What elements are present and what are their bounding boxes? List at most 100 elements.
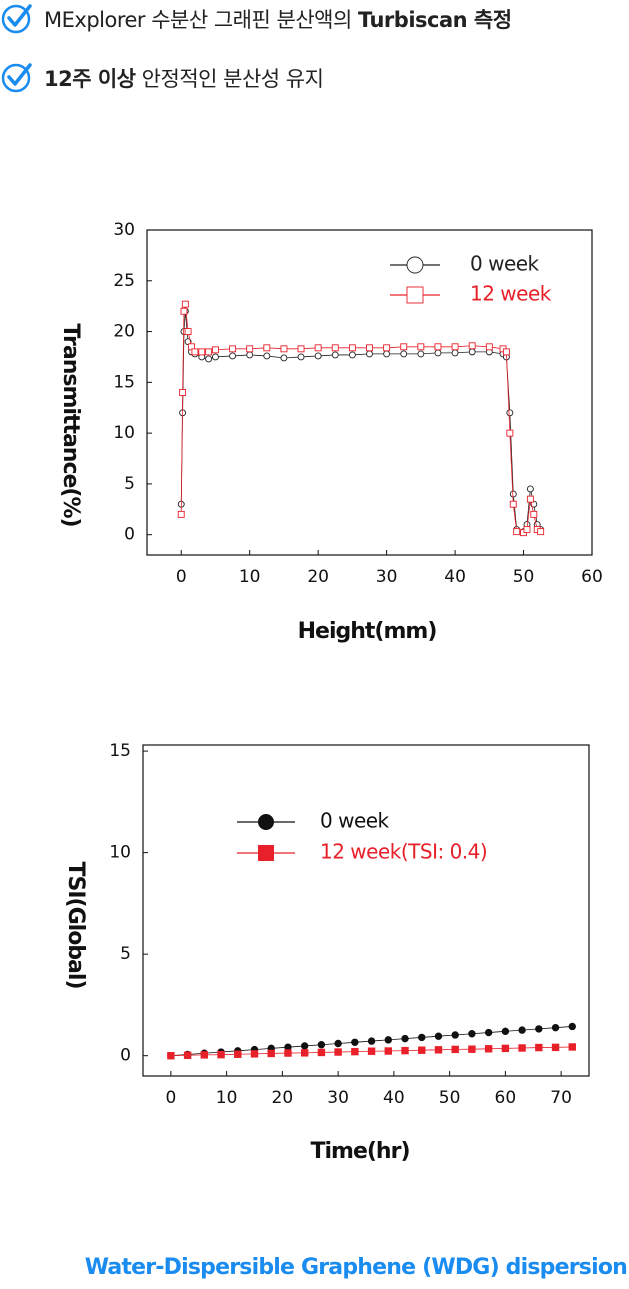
marker [468,348,476,356]
marker [400,343,408,351]
marker [384,1036,392,1044]
marker [351,1038,359,1046]
marker [468,1030,476,1038]
marker [568,1043,576,1051]
y-tick-label: 10 [109,843,131,863]
marker [400,350,408,358]
x-tick-label: 50 [513,567,535,587]
x-tick-label: 30 [376,567,398,587]
check-icon [1,63,32,93]
marker [526,485,534,493]
marker [518,1026,526,1034]
x-tick-label: 60 [581,567,603,587]
marker [348,351,356,359]
marker [406,256,424,274]
marker [383,350,391,358]
marker [484,1028,493,1037]
marker [401,1046,409,1055]
marker [258,814,274,830]
marker [212,346,219,354]
plot-frame [142,744,590,1077]
check-icon [1,4,32,34]
marker [229,345,237,353]
marker [179,389,187,396]
bullet: 12주 이상 안정적인 분산성 유지 [0,61,324,95]
bullet: MExplorer 수분산 그래핀 분산액의 Turbiscan 측정 [0,2,512,36]
marker [451,1031,459,1039]
marker [384,1047,393,1055]
marker [250,1050,259,1058]
marker [334,1039,342,1048]
marker [263,344,271,352]
legend-label: 0 week [320,809,390,833]
x-tick-label: 0 [165,1088,176,1108]
marker [184,328,192,336]
marker [229,352,237,360]
y-axis-title: TSI(Global) [63,862,88,989]
x-tick-label: 60 [495,1088,517,1108]
marker [451,1045,459,1054]
x-tick-label: 40 [383,1088,405,1108]
marker [434,349,442,357]
marker [180,307,188,315]
marker [280,345,288,353]
marker [334,1048,342,1056]
marker [317,1048,326,1057]
marker [217,1050,225,1059]
bullet-text: Turbiscan 측정 [357,8,512,32]
marker [263,352,271,360]
marker [351,1047,359,1056]
marker [551,1043,560,1052]
marker [513,528,521,536]
marker [434,1032,443,1040]
marker [523,526,531,534]
bullet-text: MExplorer 수분산 그래핀 분산액의 [44,8,358,32]
marker [205,355,213,363]
marker [401,1034,409,1043]
marker [506,409,514,417]
y-axis-title: Transmittance(%) [58,323,83,526]
marker [234,1050,242,1058]
y-tick-label: 30 [113,220,135,240]
marker [434,343,442,351]
marker [300,1042,309,1050]
x-tick-label: 70 [550,1088,572,1108]
marker [267,1049,275,1058]
marker [297,353,305,361]
marker [451,343,459,351]
marker [297,345,305,353]
y-tick-label: 10 [113,423,135,443]
marker [181,300,189,308]
x-tick-label: 20 [307,567,329,587]
marker [501,1027,510,1036]
marker [451,349,459,357]
marker [183,1051,192,1059]
x-tick-label: 10 [216,1088,238,1108]
marker [246,345,254,353]
marker [383,344,391,352]
marker [417,343,425,351]
x-tick-label: 40 [444,567,466,587]
marker [537,528,545,536]
y-tick-label: 5 [124,474,135,494]
marker [317,1041,326,1049]
marker [551,1023,560,1032]
x-tick-label: 30 [327,1088,349,1108]
marker [367,1037,376,1045]
bullet-text: 12주 이상 [44,67,136,91]
legend-label: 12 week(TSI: 0.4) [320,840,487,864]
x-tick-label: 20 [272,1088,294,1108]
marker [535,1043,543,1052]
y-tick-label: 0 [124,525,135,545]
marker [518,1044,526,1052]
marker [406,286,424,304]
marker [526,495,534,503]
y-tick-label: 0 [120,1046,131,1066]
marker [331,351,339,359]
y-tick-label: 15 [113,372,135,392]
marker [191,348,199,356]
marker [434,1046,443,1054]
marker [484,1045,493,1053]
